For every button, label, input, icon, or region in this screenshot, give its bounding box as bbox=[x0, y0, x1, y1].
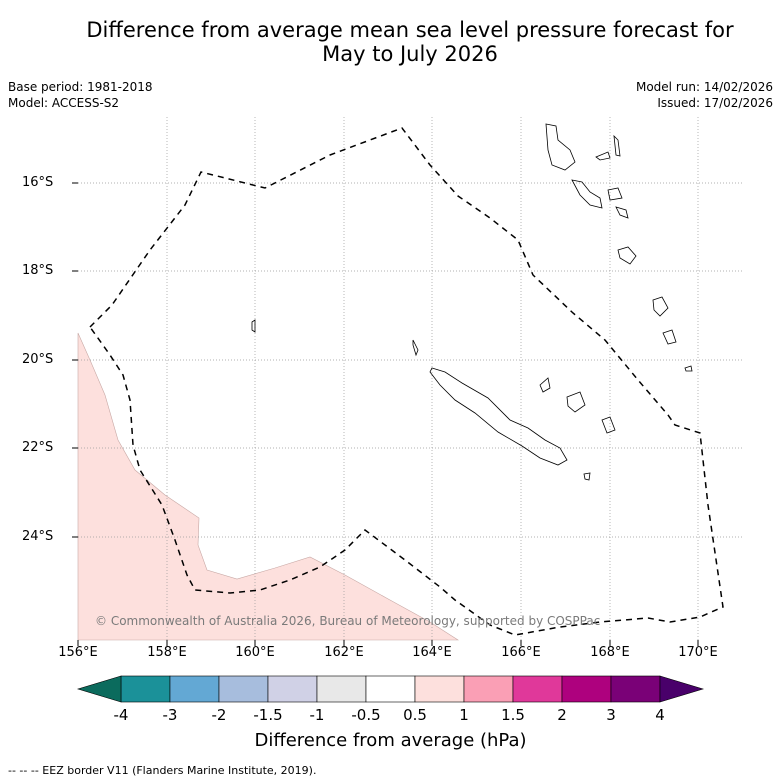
colorbar-segment bbox=[512, 675, 563, 703]
eez-legend-footer: -- -- -- EEZ border V11 (Flanders Marine… bbox=[8, 764, 317, 777]
colorbar-title: Difference from average (hPa) bbox=[254, 730, 527, 751]
island-small bbox=[412, 339, 419, 357]
x-tick-160e: 160°E bbox=[235, 645, 275, 660]
issued-date: Issued: 17/02/2026 bbox=[657, 96, 773, 110]
map-title: Difference from average mean sea level p… bbox=[0, 18, 781, 66]
colorbar-segment bbox=[561, 675, 612, 703]
eez-border bbox=[89, 127, 724, 636]
island-loyalty-2 bbox=[566, 391, 586, 413]
meta-right: Model run: 14/02/2026 Issued: 17/02/2026 bbox=[636, 79, 773, 111]
cbar-label-2: -2 bbox=[211, 706, 227, 724]
island-vanuatu-5 bbox=[607, 187, 623, 201]
gridlines bbox=[78, 117, 743, 640]
island-vanuatu-6 bbox=[615, 206, 629, 219]
title-line-2: May to July 2026 bbox=[322, 42, 498, 66]
base-period: Base period: 1981-2018 bbox=[8, 80, 153, 94]
copyright-notice: © Commonwealth of Australia 2026, Bureau… bbox=[95, 614, 601, 628]
x-tick-168e: 168°E bbox=[590, 645, 630, 660]
x-tick-158e: 158°E bbox=[147, 645, 187, 660]
island-aneityum bbox=[684, 365, 693, 372]
model-run: Model run: 14/02/2026 bbox=[635, 80, 773, 94]
x-tick-156e: 156°E bbox=[58, 645, 98, 660]
axis-ticks bbox=[72, 182, 699, 646]
model-name: Model: ACCESS-S2 bbox=[8, 96, 120, 110]
colorbar bbox=[76, 675, 705, 703]
colorbar-under-arrow bbox=[76, 675, 122, 703]
cbar-label-9: 2 bbox=[557, 706, 567, 724]
cbar-label-10: 3 bbox=[606, 706, 616, 724]
title-line-1: Difference from average mean sea level p… bbox=[86, 18, 734, 42]
island-loyalty-3 bbox=[601, 416, 616, 434]
colorbar-segment bbox=[610, 675, 661, 703]
cbar-label-7: 1 bbox=[459, 706, 469, 724]
colorbar-segment bbox=[218, 675, 269, 703]
colorbar-segment bbox=[463, 675, 514, 703]
island-erromango bbox=[652, 296, 669, 317]
colorbar-segment bbox=[316, 675, 367, 703]
positive-anomaly-region bbox=[77, 332, 460, 641]
y-tick-18s: 18°S bbox=[22, 263, 54, 278]
colorbar-over-arrow bbox=[659, 675, 705, 703]
island-espiritu-santo bbox=[545, 123, 576, 171]
cbar-label-5: -0.5 bbox=[351, 706, 381, 724]
y-tick-22s: 22°S bbox=[22, 440, 54, 455]
meta-left: Base period: 1981-2018 Model: ACCESS-S2 bbox=[8, 79, 153, 111]
island-pines bbox=[583, 472, 591, 481]
colorbar-segment bbox=[414, 675, 465, 703]
colorbar-segment bbox=[120, 675, 171, 703]
cbar-label-4: -1 bbox=[309, 706, 325, 724]
island-vanuatu-2 bbox=[595, 151, 611, 161]
y-tick-24s: 24°S bbox=[22, 529, 54, 544]
x-tick-164e: 164°E bbox=[412, 645, 452, 660]
colorbar-segment bbox=[365, 675, 416, 703]
cbar-label-1: -3 bbox=[162, 706, 178, 724]
y-tick-20s: 20°S bbox=[22, 352, 54, 367]
x-tick-166e: 166°E bbox=[501, 645, 541, 660]
x-tick-170e: 170°E bbox=[678, 645, 718, 660]
cbar-label-0: -4 bbox=[113, 706, 129, 724]
cbar-label-8: 1.5 bbox=[501, 706, 525, 724]
colorbar-segment bbox=[169, 675, 220, 703]
colorbar-segment bbox=[267, 675, 318, 703]
cbar-label-11: 4 bbox=[655, 706, 665, 724]
island-vanuatu-3 bbox=[613, 134, 621, 157]
x-tick-162e: 162°E bbox=[324, 645, 364, 660]
island-new-caledonia bbox=[429, 367, 568, 466]
island-malakula bbox=[571, 179, 603, 209]
island-chesterfield bbox=[251, 319, 256, 333]
cbar-label-3: -1.5 bbox=[253, 706, 283, 724]
cbar-label-6: 0.5 bbox=[403, 706, 427, 724]
island-tanna bbox=[662, 329, 677, 345]
island-loyalty-1 bbox=[539, 377, 551, 393]
island-efate bbox=[617, 246, 637, 265]
y-tick-16s: 16°S bbox=[22, 175, 54, 190]
